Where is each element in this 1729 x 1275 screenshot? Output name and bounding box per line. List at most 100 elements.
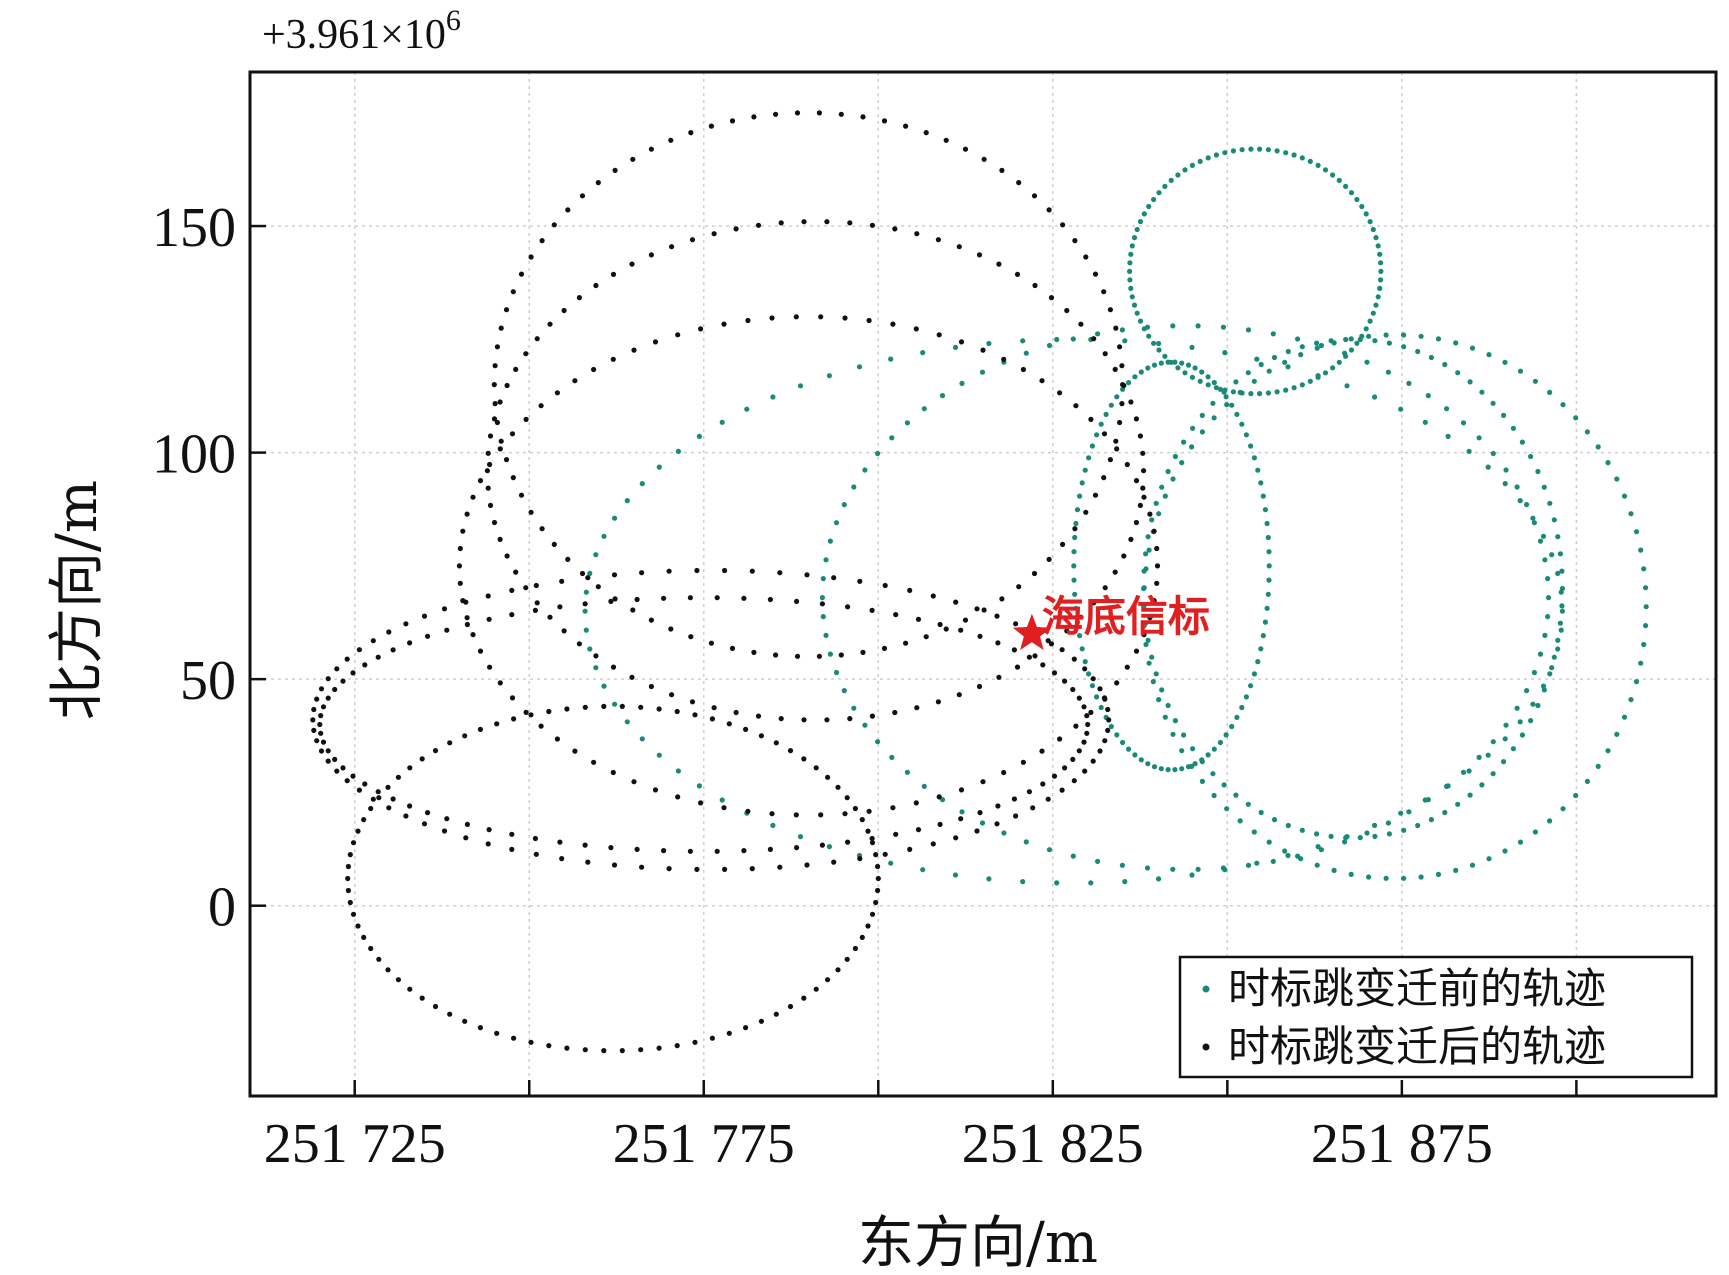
trajectory-point [1486,856,1492,862]
trajectory-point [1315,162,1321,168]
trajectory-point [1073,520,1079,527]
trajectory-point [819,601,826,607]
trajectory-point [675,448,682,454]
trajectory-point [1524,502,1530,508]
trajectory-point [1559,568,1565,574]
trajectory-point [652,787,659,793]
trajectory-point [447,1011,453,1017]
trajectory-point [1422,419,1428,425]
trajectory-point [1248,391,1254,397]
trajectory-point [914,705,920,711]
trajectory-point [464,621,470,628]
trajectory-point [1048,641,1055,647]
trajectory-point [1555,570,1561,577]
trajectory-point [1141,604,1147,610]
trajectory-point [1258,361,1264,368]
trajectory-point [801,995,807,1001]
trajectory-point [1151,362,1158,368]
trajectory-point [1076,748,1082,754]
trajectory-point [1199,412,1205,418]
trajectory-point [959,809,965,815]
trajectory-point [1020,879,1026,885]
trajectory-point [873,899,879,906]
trajectory-point [504,382,510,389]
trajectory-point [778,220,784,226]
trajectory-point [491,382,497,388]
trajectory-point [913,800,919,806]
beacon-star-icon [1012,613,1051,650]
trajectory-point [485,485,491,491]
trajectory-point [869,607,875,614]
trajectory-point [1322,167,1329,173]
trajectory-point [1363,326,1369,332]
trajectory-point [1383,332,1389,338]
trajectory-point [943,626,949,632]
trajectory-point [1084,713,1090,719]
trajectory-point [1040,781,1046,787]
trajectory-point [714,595,720,601]
trajectory-point [370,638,376,644]
trajectory-point [610,271,617,277]
trajectory-point [619,703,625,710]
trajectory-point [1343,336,1349,343]
trajectory-point [1255,659,1261,665]
trajectory-point [1088,709,1094,716]
trajectory-point [669,244,675,250]
trajectory-point [893,831,899,837]
trajectory-point [1060,541,1066,548]
trajectory-point [579,193,586,199]
trajectory-point [1605,460,1611,466]
trajectory-point [1428,354,1434,361]
trajectory-point [1151,764,1158,770]
trajectory-point [907,846,913,853]
trajectory-point [920,350,926,356]
trajectory-point [668,626,674,632]
trajectory-point [546,1043,552,1049]
trajectory-point [1315,373,1321,379]
trajectory-point [1223,732,1229,738]
trajectory-point [356,787,362,793]
trajectory-point [1223,394,1229,400]
trajectory-point [1146,547,1152,553]
trajectory-point [825,977,831,983]
trajectory-point [1172,767,1178,773]
trajectory-point [787,1003,794,1010]
trajectory-point [1197,158,1203,164]
trajectory-point [709,716,716,722]
trajectory-point [1141,211,1147,217]
trajectory-point [1072,238,1078,244]
series-layer [310,110,1649,1054]
trajectory-point [1233,792,1239,798]
trajectory-point [773,1011,779,1017]
trajectory-point [1258,480,1264,486]
trajectory-point [1082,467,1088,473]
trajectory-point [1124,664,1130,670]
trajectory-point [743,1025,749,1031]
trajectory-point [962,146,969,152]
trajectory-point [865,923,871,929]
trajectory-point [1643,623,1649,629]
trajectory-point [510,289,516,295]
trajectory-point [421,613,428,619]
trajectory-point [513,366,519,372]
trajectory-point [709,1035,716,1041]
trajectory-point [311,706,317,713]
trajectory-point [1102,696,1108,702]
trajectory-point [1073,723,1079,729]
trajectory-point [1134,226,1140,233]
trajectory-point [1342,350,1348,356]
trajectory-point [1501,759,1507,765]
trajectory-point [1070,336,1076,342]
trajectory-point [1555,637,1561,643]
trajectory-point [1328,833,1334,840]
trajectory-point [1032,653,1038,659]
trajectory-point [859,934,865,941]
trajectory-point [741,848,747,854]
trajectory-point [432,1003,439,1010]
trajectory-point [385,784,391,790]
trajectory-point [494,344,500,350]
trajectory-point [565,556,571,563]
trajectory-point [831,575,837,581]
trajectory-point [1182,370,1188,376]
trajectory-point [619,1048,625,1054]
